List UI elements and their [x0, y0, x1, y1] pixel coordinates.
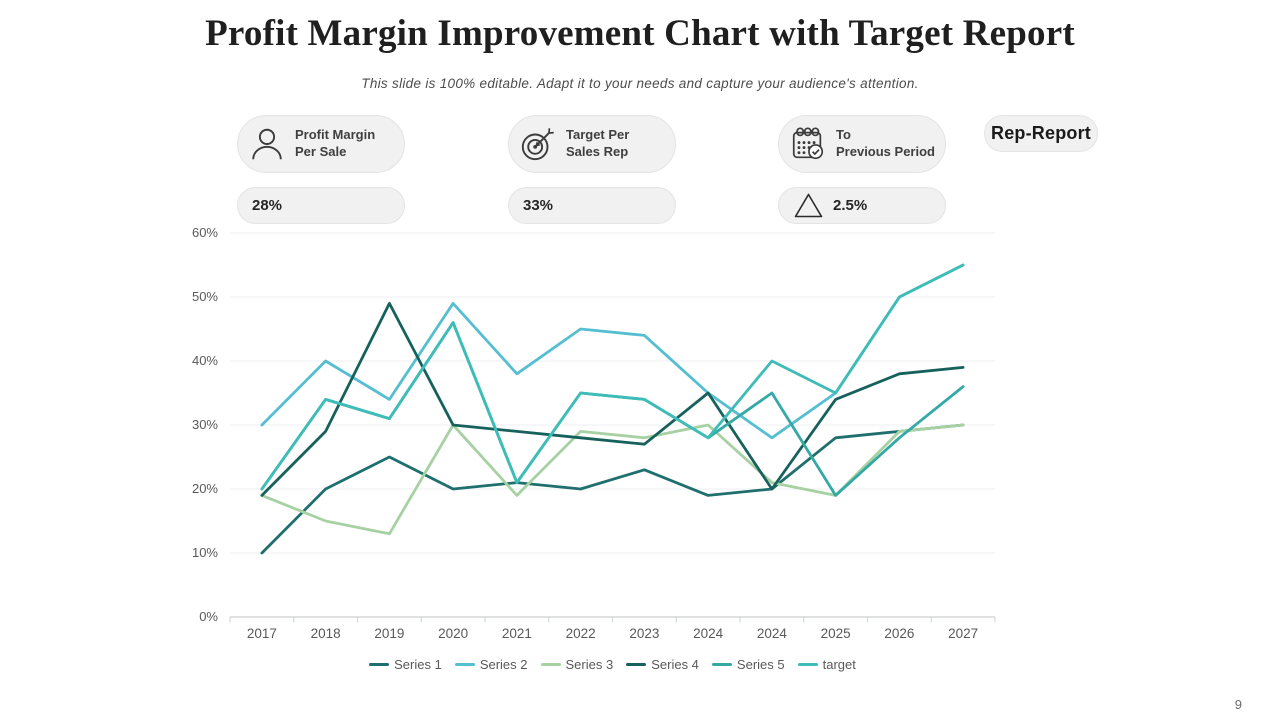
stat-card-target-per-rep[interactable]: Target Per Sales Rep [508, 115, 676, 173]
target-icon [519, 125, 557, 163]
x-axis-label: 2026 [884, 626, 915, 641]
page-number: 9 [1234, 697, 1242, 712]
chart-legend: Series 1 Series 2 Series 3 Series 4 Series 5… [230, 657, 995, 672]
x-axis-label: 2018 [310, 626, 341, 641]
legend-swatch-icon [797, 663, 818, 666]
legend-item[interactable]: Series 2 [454, 657, 528, 672]
legend-label: target [822, 657, 856, 672]
stat-label-line2: Sales Rep [566, 144, 629, 159]
legend-label: Series 1 [394, 657, 442, 672]
stat-label: To Previous Period [836, 127, 935, 161]
legend-swatch-icon [711, 663, 732, 666]
person-icon [248, 125, 286, 163]
legend-label: Series 5 [736, 657, 785, 672]
legend-swatch-icon [540, 663, 561, 666]
y-axis-label: 30% [191, 417, 218, 432]
calendar-check-icon [789, 125, 827, 163]
stat-label-line2: Previous Period [836, 144, 935, 159]
x-axis-label: 2019 [374, 626, 405, 641]
page-title: Profit Margin Improvement Chart with Tar… [205, 13, 1075, 54]
legend-label: Series 3 [565, 657, 614, 672]
legend-swatch-icon [626, 663, 647, 666]
stat-value: 2.5% [833, 197, 868, 214]
x-axis-label: 2017 [246, 626, 277, 641]
stat-card-profit-margin[interactable]: Profit Margin Per Sale [237, 115, 405, 173]
stat-label-line2: Per Sale [295, 144, 347, 159]
x-axis-labels: 2017 2018 2019 2020 2021 2022 2023 2024 2024 2025… [230, 626, 995, 641]
stat-value: 28% [252, 197, 283, 214]
subtitle: This slide is 100% editable. Adapt it to… [361, 76, 919, 91]
y-axis-label: 60% [191, 225, 218, 240]
stat-label: Profit Margin Per Sale [295, 127, 375, 161]
y-axis-label: 10% [191, 545, 218, 560]
x-axis-label: 2023 [629, 626, 660, 641]
x-axis-label: 2027 [948, 626, 979, 641]
legend-swatch-icon [369, 663, 390, 666]
stat-value-previous-period[interactable]: 2.5% [778, 187, 946, 224]
y-axis-label: 50% [191, 289, 218, 304]
stat-label-line1: Target Per [566, 127, 630, 143]
legend-item[interactable]: target [797, 657, 856, 672]
x-axis-label: 2022 [565, 626, 596, 641]
legend-label: Series 2 [479, 657, 528, 672]
stat-value-target-per-rep[interactable]: 33% [508, 187, 676, 224]
legend-item[interactable]: Series 4 [626, 657, 699, 672]
legend-swatch-icon [454, 663, 475, 666]
legend-item[interactable]: Series 1 [369, 657, 442, 672]
stat-label-line1: Profit Margin [295, 127, 376, 143]
x-axis-label: 2024 [756, 626, 787, 641]
x-axis-label: 2024 [693, 626, 724, 641]
y-axis-label: 20% [191, 481, 218, 496]
y-axis-label: 40% [191, 353, 218, 368]
rep-report-button[interactable]: Rep-Report [984, 115, 1098, 152]
legend-item[interactable]: Series 3 [540, 657, 614, 672]
x-axis-label: 2021 [501, 626, 532, 641]
rep-report-label: Rep-Report [991, 123, 1091, 143]
stat-card-previous-period[interactable]: To Previous Period [778, 115, 946, 173]
stat-value-profit-margin[interactable]: 28% [237, 187, 405, 224]
legend-label: Series 4 [651, 657, 699, 672]
stat-label-line1: To [836, 127, 851, 143]
x-axis-label: 2020 [438, 626, 469, 641]
legend-item[interactable]: Series 5 [711, 657, 785, 672]
y-axis-label: 0% [199, 609, 218, 624]
triangle-up-icon [793, 192, 824, 219]
x-axis-label: 2025 [820, 626, 851, 641]
stat-value: 33% [523, 197, 554, 214]
stat-label: Target Per Sales Rep [566, 127, 629, 161]
